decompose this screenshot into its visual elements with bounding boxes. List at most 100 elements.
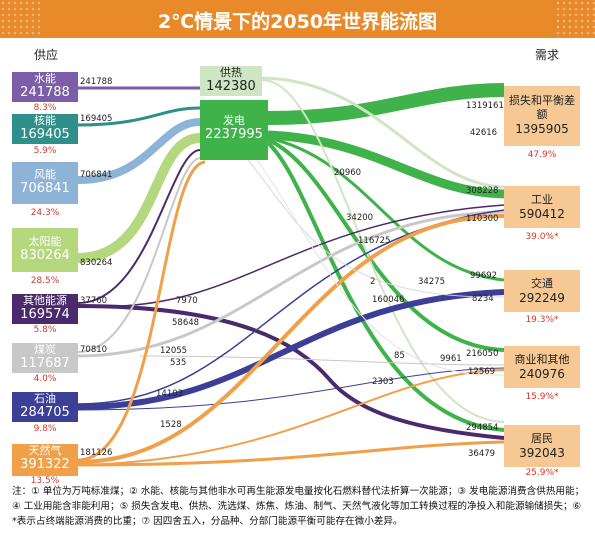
flow-wind xyxy=(77,118,201,184)
supply-wind-name: 风能 xyxy=(34,168,56,181)
flow-power-residential xyxy=(266,141,505,432)
conversion-power-name: 发电 xyxy=(223,114,245,127)
flow-label: 9961 xyxy=(440,354,462,364)
supply-box-wind: 风能 706841 xyxy=(12,162,78,204)
supply-solar-flow: 830264 xyxy=(80,258,113,268)
flow-label: 42616 xyxy=(470,128,498,138)
flow-gas-residential xyxy=(77,440,505,467)
title-decoration-left xyxy=(0,0,40,38)
supply-box-other: 其他能源 169574 xyxy=(12,294,78,324)
flow-label: 2 xyxy=(370,277,376,287)
demand-box-transport: 交通 292249 xyxy=(504,270,580,312)
supply-nuclear-value: 169405 xyxy=(20,127,70,142)
conversion-power-box: 发电 2237995 xyxy=(200,100,268,160)
flow-label: 85 xyxy=(394,351,405,361)
flow-label: 1528 xyxy=(160,420,182,430)
supply-other-pct: 5.8% xyxy=(33,325,57,335)
flow-label: 7970 xyxy=(176,296,198,306)
demand-header: 需求 xyxy=(535,48,560,62)
supply-box-solar: 太阳能 830264 xyxy=(12,228,78,272)
demand-industry-pct: 39.0%* xyxy=(525,232,559,242)
supply-hydro-pct: 8.3% xyxy=(33,103,57,113)
supply-box-nuclear: 核能 169405 xyxy=(12,114,78,144)
flow-label: 216050 xyxy=(466,349,499,359)
supply-wind-flow: 706841 xyxy=(80,170,113,180)
page-title: 2℃情景下的2050年世界能流图 xyxy=(157,11,438,33)
flow-label: 20960 xyxy=(334,168,362,178)
supply-solar-value: 830264 xyxy=(20,248,70,263)
demand-residential-value: 392043 xyxy=(519,446,565,460)
supply-other-value: 169574 xyxy=(20,307,70,322)
flow-heat-residential xyxy=(261,79,505,423)
supply-coal-name: 煤炭 xyxy=(34,343,56,356)
demand-commercial-value: 240976 xyxy=(519,367,565,381)
supply-hydro-flow: 241788 xyxy=(80,77,113,87)
flow-label: 110300 xyxy=(466,214,499,224)
demand-industry-value: 590412 xyxy=(519,207,565,221)
supply-gas-name: 天然气 xyxy=(28,444,62,457)
demand-box-residential: 居民 392043 xyxy=(504,425,580,467)
supply-hydro-value: 241788 xyxy=(20,85,70,100)
demand-industry-name: 工业 xyxy=(531,193,553,206)
flow-label: 2303 xyxy=(372,377,394,387)
demand-residential-name: 居民 xyxy=(531,432,553,445)
demand-transport-name: 交通 xyxy=(531,277,553,290)
flow-label: 8234 xyxy=(472,294,494,304)
flow-label: 116725 xyxy=(358,236,391,246)
title-decoration-right xyxy=(555,0,595,38)
demand-losses-value: 1395905 xyxy=(515,122,569,136)
demand-residential-pct: 25.9%* xyxy=(525,468,559,478)
supply-wind-pct: 24.3% xyxy=(30,208,60,218)
supply-other-name: 其他能源 xyxy=(23,294,67,307)
supply-nuclear-pct: 5.9% xyxy=(33,146,57,156)
demand-transport-pct: 19.3%* xyxy=(525,315,559,325)
conversion-heat-value: 142380 xyxy=(206,79,256,94)
footnote: 注：① 单位为万吨标准煤；② 水能、核能与其他非水可再生能源发电量按化石燃料替代… xyxy=(12,486,585,527)
flow-label: 34200 xyxy=(346,213,374,223)
supply-box-coal: 煤炭 117687 xyxy=(12,343,78,373)
supply-oil-name: 石油 xyxy=(34,392,56,405)
flow-label: 1319161 xyxy=(466,101,504,111)
flow-power-industry xyxy=(267,130,505,199)
demand-box-industry: 工业 590412 xyxy=(504,186,580,228)
flow-power-transport xyxy=(267,136,505,282)
supply-hydro-name: 水能 xyxy=(34,72,56,85)
flow-label: 294854 xyxy=(466,423,499,433)
supply-coal-value: 117687 xyxy=(20,356,70,371)
flow-coal-commercial xyxy=(139,355,505,366)
flow-gas-power xyxy=(77,160,206,462)
flow-other-residential xyxy=(77,304,505,440)
supply-solar-pct: 28.5% xyxy=(30,276,60,286)
demand-box-losses: 损失和平衡差额 1395905 xyxy=(504,86,580,146)
flow-misc-2 xyxy=(249,149,505,376)
flow-heat-industry xyxy=(261,76,505,189)
flow-misc-1 xyxy=(239,149,505,298)
supply-box-oil: 石油 284705 xyxy=(12,392,78,422)
supply-box-gas: 天然气 391322 xyxy=(12,444,78,476)
supply-other-flow: 37760 xyxy=(80,296,108,306)
title-bar: 2℃情景下的2050年世界能流图 xyxy=(0,0,595,38)
supply-oil-value: 284705 xyxy=(20,405,70,420)
supply-coal-flow: 70810 xyxy=(80,345,108,355)
demand-losses-pct: 47.9% xyxy=(527,150,557,160)
demand-commercial-name: 商业和其他 xyxy=(514,353,570,366)
flow-label: 12569 xyxy=(468,367,496,377)
flow-oil-transport xyxy=(77,289,505,410)
flow-label: 160046 xyxy=(372,295,405,305)
flow-other-power xyxy=(77,149,201,304)
demand-transport-value: 292249 xyxy=(519,291,565,305)
flow-label: 34275 xyxy=(418,277,446,287)
conversion-heat-box: 供热 142380 xyxy=(200,66,262,96)
supply-nuclear-name: 核能 xyxy=(34,114,56,127)
flow-nuclear xyxy=(77,106,201,127)
flow-gas-commercial xyxy=(77,369,505,466)
flow-label: 58648 xyxy=(172,318,200,328)
flow-coal-industry xyxy=(77,210,505,358)
flow-label: 12055 xyxy=(160,346,188,356)
supply-box-hydro: 水能 241788 xyxy=(12,72,78,102)
flow-label: 535 xyxy=(170,358,187,368)
flow-label: 14103 xyxy=(156,389,184,399)
flow-gas-industry xyxy=(77,213,505,464)
supply-oil-pct: 9.8% xyxy=(33,424,57,434)
